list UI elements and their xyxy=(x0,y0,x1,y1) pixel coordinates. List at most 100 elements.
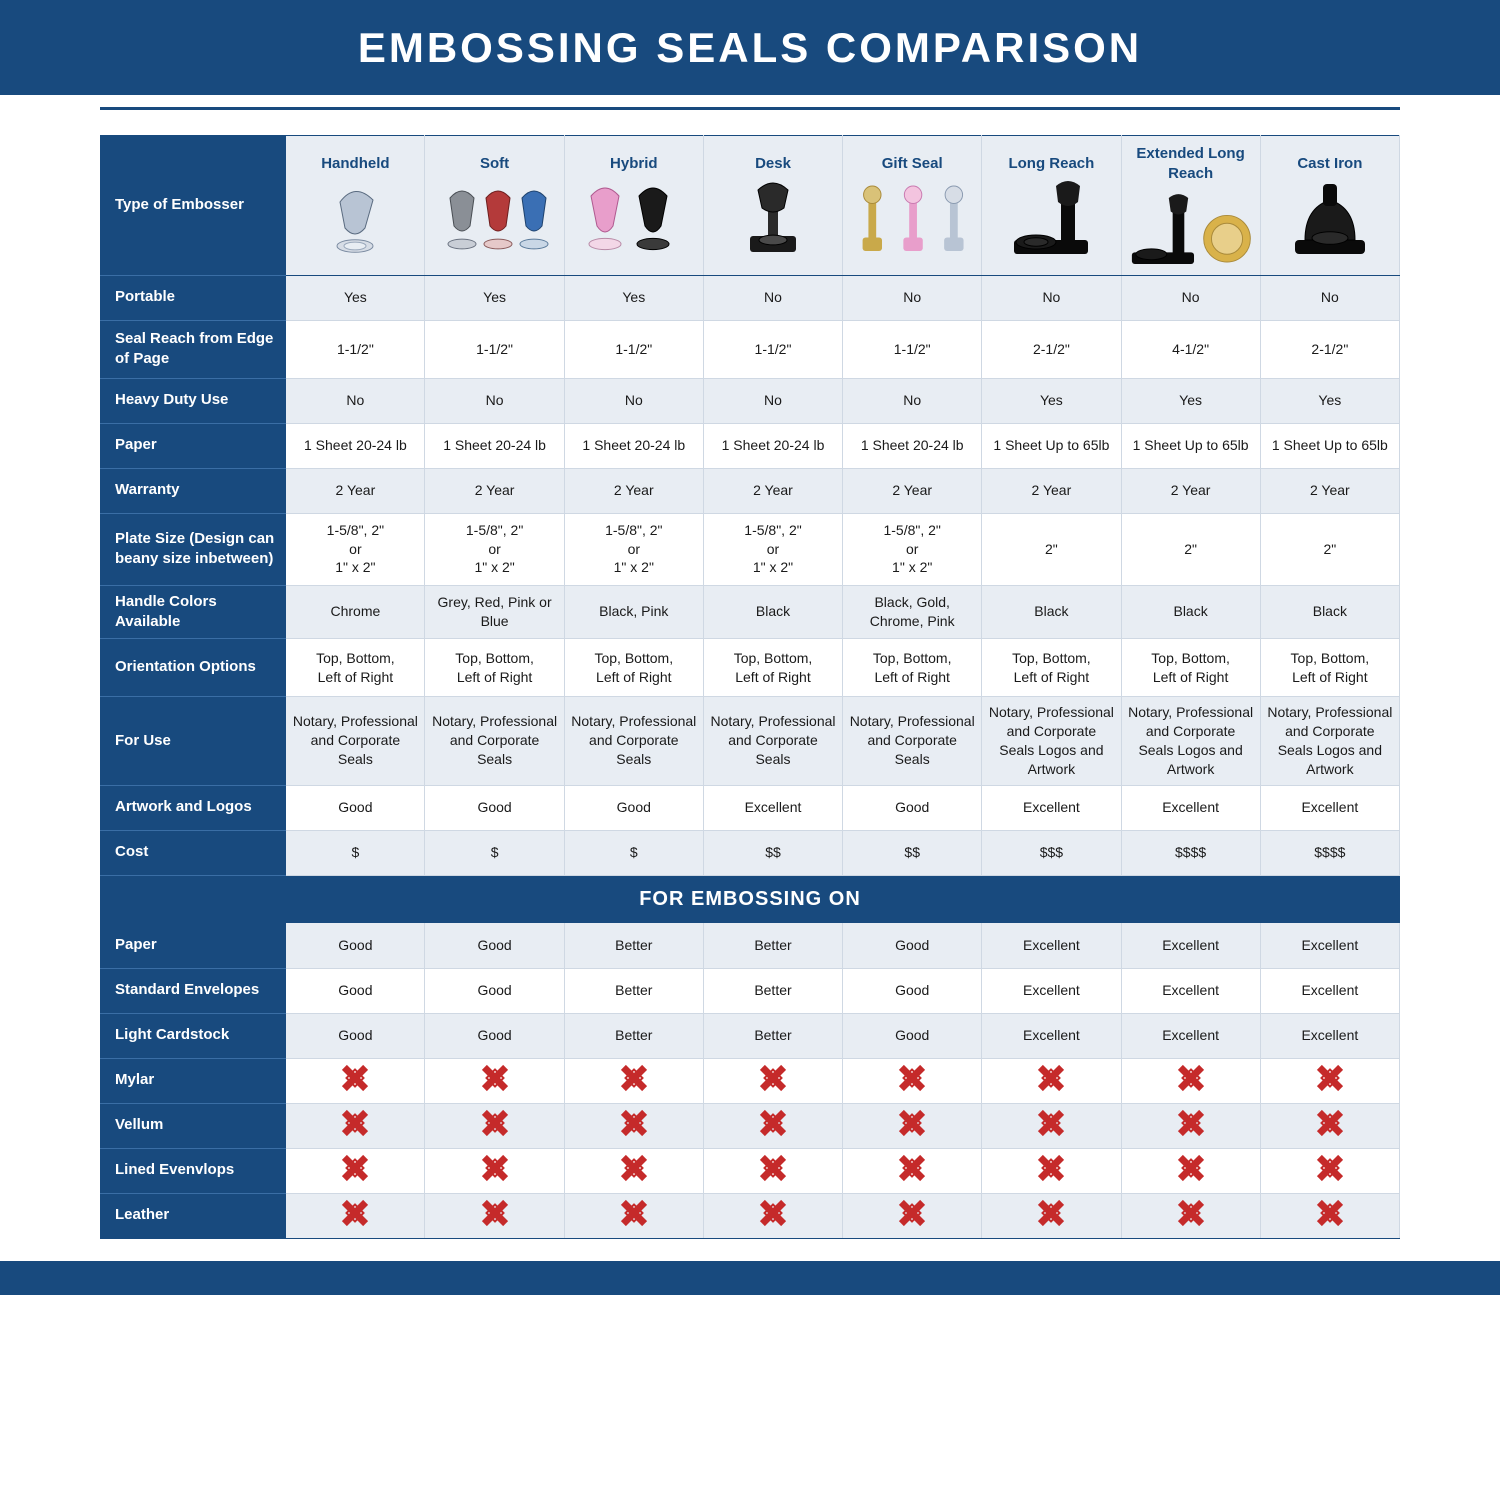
table-cell: Notary, Professional and Corporate Seals xyxy=(286,697,425,786)
table-cell: Excellent xyxy=(1260,785,1399,830)
not-supported-icon xyxy=(1317,1065,1343,1091)
table-cell: Black xyxy=(982,585,1121,639)
table-cell: $ xyxy=(286,830,425,875)
column-header: Handheld xyxy=(286,136,425,276)
table-wrap: Type of EmbosserHandheld Soft Hybrid xyxy=(0,110,1500,1239)
table-cell: No xyxy=(1260,275,1399,320)
not-supported-icon xyxy=(342,1065,368,1091)
table-cell xyxy=(286,1193,425,1238)
not-supported-icon xyxy=(1038,1065,1064,1091)
row-label: Artwork and Logos xyxy=(101,785,286,830)
table-cell: Good xyxy=(286,923,425,968)
table-cell: Excellent xyxy=(1121,968,1260,1013)
table-cell xyxy=(425,1103,564,1148)
table-cell: $ xyxy=(564,830,703,875)
hybrid-embosser-icon xyxy=(571,180,697,258)
not-supported-icon xyxy=(1178,1065,1204,1091)
column-header: Long Reach xyxy=(982,136,1121,276)
table-cell: 1-5/8", 2" or 1" x 2" xyxy=(843,513,982,585)
table-row: Seal Reach from Edge of Page1-1/2"1-1/2"… xyxy=(101,320,1400,378)
table-cell: Grey, Red, Pink or Blue xyxy=(425,585,564,639)
row-label: Paper xyxy=(101,923,286,968)
table-cell: Good xyxy=(286,1013,425,1058)
table-header-row: Type of EmbosserHandheld Soft Hybrid xyxy=(101,136,1400,276)
table-cell: 1 Sheet Up to 65lb xyxy=(982,423,1121,468)
table-cell: Excellent xyxy=(982,968,1121,1013)
longreach-embosser-icon xyxy=(988,180,1114,258)
table-cell xyxy=(703,1058,842,1103)
not-supported-icon xyxy=(342,1200,368,1226)
table-cell: Black, Pink xyxy=(564,585,703,639)
not-supported-icon xyxy=(1317,1110,1343,1136)
not-supported-icon xyxy=(899,1200,925,1226)
table-cell: 2" xyxy=(982,513,1121,585)
table-cell: 2" xyxy=(1260,513,1399,585)
row-label: Orientation Options xyxy=(101,639,286,697)
table-cell: 1 Sheet 20-24 lb xyxy=(564,423,703,468)
table-cell: 1-1/2" xyxy=(703,320,842,378)
header-row-label: Type of Embosser xyxy=(101,136,286,276)
table-cell: 1-1/2" xyxy=(843,320,982,378)
table-cell: Notary, Professional and Corporate Seals… xyxy=(1260,697,1399,786)
table-cell: Black, Gold, Chrome, Pink xyxy=(843,585,982,639)
row-label: Vellum xyxy=(101,1103,286,1148)
table-cell xyxy=(425,1193,564,1238)
table-cell: Top, Bottom, Left of Right xyxy=(703,639,842,697)
table-cell xyxy=(425,1058,564,1103)
table-cell: No xyxy=(843,275,982,320)
table-cell xyxy=(703,1148,842,1193)
table-cell: Excellent xyxy=(982,923,1121,968)
table-cell: Black xyxy=(703,585,842,639)
row-label: Heavy Duty Use xyxy=(101,378,286,423)
column-header: Hybrid xyxy=(564,136,703,276)
not-supported-icon xyxy=(760,1200,786,1226)
table-cell xyxy=(564,1058,703,1103)
table-cell: No xyxy=(843,378,982,423)
title-bar: EMBOSSING SEALS COMPARISON xyxy=(0,0,1500,95)
column-header-label: Handheld xyxy=(292,154,418,174)
table-cell: Excellent xyxy=(982,1013,1121,1058)
table-cell xyxy=(843,1103,982,1148)
table-cell: Notary, Professional and Corporate Seals… xyxy=(982,697,1121,786)
table-cell: Yes xyxy=(425,275,564,320)
table-cell xyxy=(982,1193,1121,1238)
table-cell: $$$ xyxy=(982,830,1121,875)
table-cell: Good xyxy=(843,785,982,830)
not-supported-icon xyxy=(621,1110,647,1136)
table-cell: $$ xyxy=(703,830,842,875)
row-label: Paper xyxy=(101,423,286,468)
table-cell xyxy=(843,1148,982,1193)
table-cell: Good xyxy=(425,923,564,968)
table-cell: 1-1/2" xyxy=(564,320,703,378)
page-title: EMBOSSING SEALS COMPARISON xyxy=(358,24,1142,72)
table-row: Orientation Options Top, Bottom, Left of … xyxy=(101,639,1400,697)
title-underline-wrap xyxy=(0,95,1500,110)
column-header-label: Cast Iron xyxy=(1267,154,1393,174)
column-header-label: Extended Long Reach xyxy=(1128,144,1254,185)
table-cell: Excellent xyxy=(982,785,1121,830)
column-header-label: Long Reach xyxy=(988,154,1114,174)
column-header-label: Gift Seal xyxy=(849,154,975,174)
table-cell: Yes xyxy=(564,275,703,320)
not-supported-icon xyxy=(760,1110,786,1136)
table-cell: No xyxy=(982,275,1121,320)
not-supported-icon xyxy=(482,1065,508,1091)
not-supported-icon xyxy=(482,1200,508,1226)
comparison-table: Type of EmbosserHandheld Soft Hybrid xyxy=(100,135,1400,1239)
not-supported-icon xyxy=(1178,1200,1204,1226)
column-header-label: Hybrid xyxy=(571,154,697,174)
table-cell: No xyxy=(703,378,842,423)
table-cell: 1 Sheet 20-24 lb xyxy=(703,423,842,468)
table-row: Vellum xyxy=(101,1103,1400,1148)
table-cell: Good xyxy=(425,968,564,1013)
table-cell: Good xyxy=(843,968,982,1013)
table-cell: Black xyxy=(1260,585,1399,639)
not-supported-icon xyxy=(482,1110,508,1136)
not-supported-icon xyxy=(1038,1200,1064,1226)
table-cell xyxy=(1121,1193,1260,1238)
table-row: Standard EnvelopesGoodGoodBetterBetterGo… xyxy=(101,968,1400,1013)
table-cell: Good xyxy=(843,923,982,968)
table-row: Warranty2 Year2 Year2 Year2 Year2 Year2 … xyxy=(101,468,1400,513)
table-cell: Top, Bottom, Left of Right xyxy=(982,639,1121,697)
not-supported-icon xyxy=(1038,1155,1064,1181)
